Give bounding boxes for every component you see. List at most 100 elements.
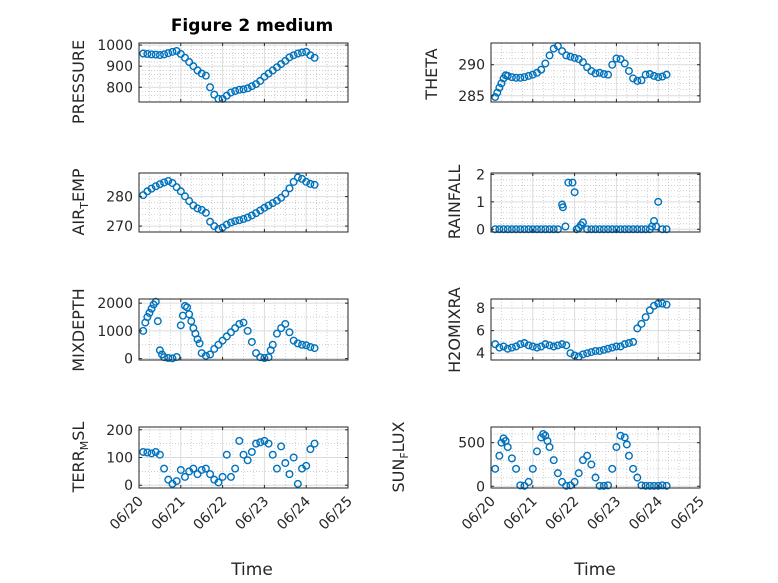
subplot-5: 0 1000 2000	[97, 296, 349, 368]
data-point	[180, 53, 189, 62]
data-point	[532, 447, 541, 456]
y-tick-label: 0	[476, 222, 485, 238]
data-point	[620, 433, 629, 442]
data-point	[155, 180, 164, 189]
data-point	[633, 473, 642, 482]
data-point	[553, 469, 562, 478]
data-point	[247, 211, 256, 220]
data-point	[256, 438, 265, 447]
data-point	[624, 225, 633, 234]
data-point	[495, 343, 504, 352]
ylabel-theta: THETA	[422, 48, 441, 100]
data-point	[516, 225, 525, 234]
data-point	[637, 319, 646, 328]
ylabel-terr-msl-rest: SL	[69, 422, 88, 441]
data-point	[243, 213, 252, 222]
data-point	[545, 225, 554, 234]
x-tick-label: 06/25	[316, 494, 356, 534]
subplot-8: 0 500 06/20 06/21 06/22 06/23 06/24 06/25	[458, 426, 708, 534]
data-point	[558, 203, 567, 212]
data-point	[143, 313, 152, 322]
ylabel-terr-msl: TERRMSL	[69, 422, 91, 494]
y-tick-label: 280	[106, 190, 133, 206]
ylabel-air-temp-sub: T	[78, 202, 91, 210]
data-point	[541, 59, 550, 68]
data-point	[277, 193, 286, 202]
data-point	[512, 464, 521, 473]
ylabel-air-temp-main: AIR	[69, 209, 88, 236]
data-point	[195, 339, 204, 348]
data-point	[226, 218, 235, 227]
data-point	[622, 440, 631, 449]
x-tick-label: 06/22	[191, 494, 231, 534]
data-point	[641, 313, 650, 322]
data-point	[298, 48, 307, 57]
data-point	[151, 182, 160, 191]
data-point	[185, 197, 194, 206]
subplot-3: 270 280	[106, 172, 349, 235]
data-point	[503, 443, 512, 452]
data-point	[306, 179, 315, 188]
x-tick-label: 06/24	[274, 493, 314, 533]
data-point	[507, 454, 516, 463]
data-point	[570, 188, 579, 197]
data-point	[235, 436, 244, 445]
data-point	[235, 216, 244, 225]
data-point	[243, 326, 252, 335]
data-point	[153, 317, 162, 326]
data-point	[235, 319, 244, 328]
data-point	[650, 301, 659, 310]
y-tick-label: 1000	[97, 38, 133, 54]
data-point	[231, 324, 240, 333]
data-point	[277, 442, 286, 451]
data-point	[604, 225, 613, 234]
data-point	[143, 448, 152, 457]
data-point	[235, 85, 244, 94]
data-point	[650, 71, 659, 80]
data-point	[264, 353, 273, 362]
data-point	[599, 481, 608, 490]
data-point	[293, 49, 302, 58]
y-tick-label: 270	[106, 219, 133, 235]
data-point	[549, 342, 558, 351]
axes-box	[490, 298, 701, 361]
data-point	[604, 481, 613, 490]
x-tick-label: 06/23	[584, 494, 624, 534]
data-point	[189, 464, 198, 473]
data-point	[516, 340, 525, 349]
data-point	[243, 456, 252, 465]
data-point	[620, 225, 629, 234]
data-point	[599, 345, 608, 354]
data-point	[524, 341, 533, 350]
data-point	[306, 342, 315, 351]
data-point	[172, 183, 181, 192]
data-point	[277, 324, 286, 333]
data-point	[528, 70, 537, 79]
data-point	[520, 339, 529, 348]
data-point	[599, 225, 608, 234]
data-point	[289, 177, 298, 186]
axes-box	[490, 42, 701, 103]
ylabel-h2omixra: H2OMIXRA	[445, 287, 464, 373]
data-point	[562, 481, 571, 490]
data-point	[595, 225, 604, 234]
data-point	[537, 225, 546, 234]
data-point	[612, 225, 621, 234]
data-point	[201, 464, 210, 473]
data-point	[206, 217, 215, 226]
data-point	[583, 451, 592, 460]
data-point	[495, 451, 504, 460]
data-point	[298, 340, 307, 349]
data-point	[281, 319, 290, 328]
y-tick-label: 900	[106, 59, 133, 75]
data-point	[189, 62, 198, 71]
data-point	[155, 450, 164, 459]
data-point	[591, 225, 600, 234]
data-point	[633, 76, 642, 85]
data-point	[599, 70, 608, 79]
data-point	[595, 481, 604, 490]
data-point	[214, 478, 223, 487]
data-point	[164, 354, 173, 363]
